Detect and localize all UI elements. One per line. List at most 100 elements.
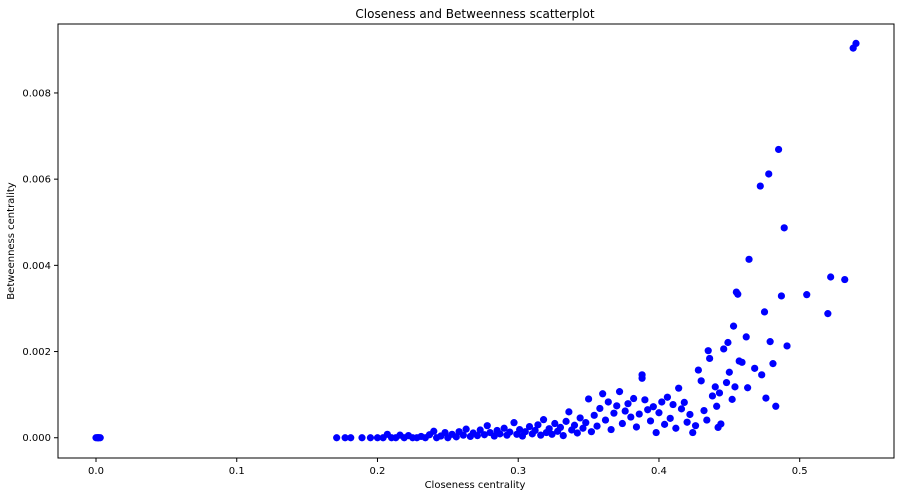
x-axis-label: Closeness centrality <box>425 480 526 491</box>
data-point <box>430 427 438 435</box>
data-point <box>731 383 739 391</box>
x-tick-label: 0.4 <box>651 466 667 477</box>
data-point <box>521 428 529 436</box>
data-point <box>599 390 607 398</box>
data-point <box>607 425 615 434</box>
data-point <box>480 431 489 439</box>
data-point <box>680 398 688 407</box>
data-point <box>689 428 697 437</box>
data-point <box>725 368 733 376</box>
data-point <box>780 224 788 232</box>
data-point <box>691 422 700 430</box>
data-point <box>766 338 774 346</box>
data-point <box>694 366 702 374</box>
data-point <box>777 292 786 300</box>
data-point <box>627 413 635 421</box>
data-point <box>601 416 610 424</box>
data-point <box>751 364 759 372</box>
x-tick-label: 0.1 <box>229 466 245 477</box>
data-point <box>704 347 712 355</box>
data-point <box>473 431 482 440</box>
data-point <box>758 371 766 379</box>
data-point <box>686 410 694 419</box>
data-point <box>774 145 783 154</box>
data-point <box>641 396 649 404</box>
data-point <box>582 419 590 427</box>
x-axis: 0.0 0.1 0.2 0.3 0.4 0.5 <box>88 458 808 477</box>
y-tick-label: 0.008 <box>22 88 51 99</box>
data-point <box>516 425 524 434</box>
data-point <box>548 430 556 438</box>
data-point <box>510 419 518 427</box>
data-point <box>358 434 366 442</box>
data-point <box>539 416 548 424</box>
data-point <box>700 406 708 415</box>
data-point <box>490 432 498 440</box>
data-point <box>756 182 764 190</box>
plot-area <box>57 23 895 459</box>
data-point <box>652 428 660 437</box>
data-point <box>697 377 705 385</box>
data-point <box>852 39 860 47</box>
data-point <box>803 291 811 299</box>
data-point <box>496 430 504 438</box>
data-point <box>738 358 746 366</box>
data-point <box>632 423 641 431</box>
data-point <box>587 428 596 436</box>
data-point <box>630 394 638 403</box>
data-point <box>711 383 719 391</box>
data-point <box>366 434 375 442</box>
data-point <box>604 398 612 406</box>
data-point <box>506 428 514 436</box>
data-point <box>708 392 717 400</box>
y-tick-label: 0.000 <box>22 433 51 444</box>
data-point <box>675 384 683 392</box>
data-point <box>621 407 629 415</box>
data-point <box>615 388 624 396</box>
y-axis: 0.000 0.002 0.004 0.006 0.008 <box>22 88 58 444</box>
y-axis-label: Betweenness centrality <box>6 182 17 299</box>
y-tick-label: 0.002 <box>22 347 51 358</box>
data-point <box>663 393 672 401</box>
x-tick-label: 0.3 <box>510 466 526 477</box>
data-point <box>94 434 102 442</box>
data-point <box>717 420 725 428</box>
y-tick-label: 0.004 <box>22 261 51 272</box>
data-point <box>624 400 632 408</box>
data-point <box>729 322 738 330</box>
data-point <box>672 424 680 432</box>
data-point <box>579 424 587 432</box>
data-point <box>783 342 791 350</box>
data-point <box>545 425 553 433</box>
data-point <box>706 354 714 363</box>
data-point <box>824 310 832 318</box>
data-point <box>462 425 470 433</box>
data-point <box>537 431 545 439</box>
data-point <box>646 417 655 425</box>
data-point <box>760 308 769 316</box>
data-point <box>373 434 382 442</box>
chart-title: Closeness and Betweenness scatterplot <box>355 7 594 21</box>
data-point <box>677 405 686 413</box>
data-point <box>827 273 835 281</box>
data-point <box>593 422 601 430</box>
data-point <box>341 434 349 442</box>
data-point <box>459 431 467 439</box>
points-layer <box>92 39 860 442</box>
data-point <box>728 395 736 403</box>
data-point <box>559 431 567 440</box>
data-point <box>610 409 618 417</box>
data-point <box>573 429 581 437</box>
data-point <box>347 434 355 442</box>
data-point <box>596 404 604 413</box>
data-point <box>660 420 669 428</box>
data-point <box>841 275 849 284</box>
data-point <box>713 402 721 410</box>
data-point <box>570 421 579 429</box>
data-point <box>590 411 598 419</box>
data-point <box>562 417 570 425</box>
data-point <box>769 360 777 368</box>
data-point <box>720 345 728 353</box>
data-point <box>765 170 773 178</box>
